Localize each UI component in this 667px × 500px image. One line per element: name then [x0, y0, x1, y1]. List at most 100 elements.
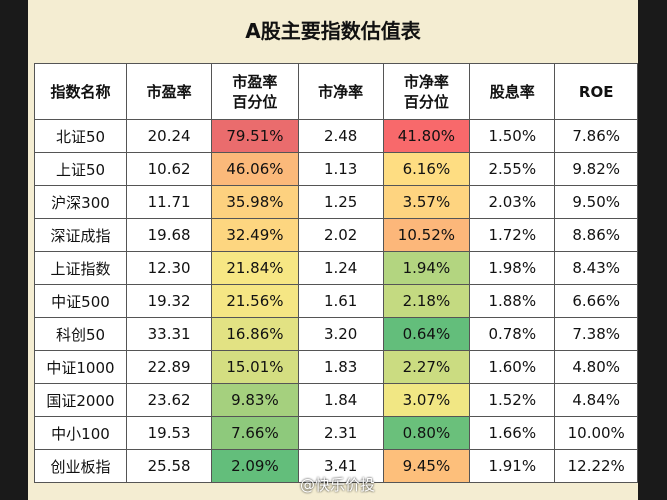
table-cell: 19.68 [125, 218, 213, 252]
table-cell: 9.45% [382, 449, 471, 483]
table-cell: 0.78% [469, 317, 556, 351]
table-cell: 8.43% [554, 251, 638, 285]
table-cell: 7.66% [211, 416, 299, 450]
table-row: 上证50 10.62 46.06% 1.13 6.16% 2.55% 9.82% [34, 152, 638, 186]
table-cell: 46.06% [211, 152, 299, 186]
table-cell: 3.57% [382, 185, 471, 219]
table-cell: 79.51% [211, 119, 299, 153]
card: A股主要指数估值表 指数名称 市盈率 市盈率 百分位 市净率 市净率 百分位 股息率 ROE… [28, 0, 638, 500]
table-row: 上证指数 12.30 21.84% 1.24 1.94% 1.98% 8.43% [34, 251, 638, 285]
table-cell: 1.94% [382, 251, 471, 285]
table-cell: 9.82% [554, 152, 638, 186]
table-cell: 32.49% [211, 218, 299, 252]
table-cell: 3.41 [297, 449, 384, 483]
table-cell: 19.53 [125, 416, 213, 450]
table-cell: 1.98% [469, 251, 556, 285]
header-cell: 股息率 [469, 63, 556, 120]
table-cell: 上证50 [34, 152, 127, 186]
table-cell: 1.61 [297, 284, 384, 318]
table-cell: 6.66% [554, 284, 638, 318]
table-cell: 1.52% [469, 383, 556, 417]
table-cell: 中证1000 [34, 350, 127, 384]
table-cell: 创业板指 [34, 449, 127, 483]
table-cell: 11.71 [125, 185, 213, 219]
table-cell: 1.91% [469, 449, 556, 483]
title: A股主要指数估值表 [245, 19, 421, 43]
table-cell: 16.86% [211, 317, 299, 351]
table-cell: 33.31 [125, 317, 213, 351]
table-cell: 21.56% [211, 284, 299, 318]
table-row: 沪深300 11.71 35.98% 1.25 3.57% 2.03% 9.50% [34, 185, 638, 219]
table-cell: 3.07% [382, 383, 471, 417]
table-row: 中证500 19.32 21.56% 1.61 2.18% 1.88% 6.66% [34, 284, 638, 318]
header-cell: 市盈率 [125, 63, 213, 120]
table-row: 北证50 20.24 79.51% 2.48 41.80% 1.50% 7.86% [34, 119, 638, 153]
table-cell: 中证500 [34, 284, 127, 318]
header-cell: 市盈率 百分位 [211, 63, 299, 120]
watermark: @快乐价投 [300, 476, 376, 494]
table-cell: 上证指数 [34, 251, 127, 285]
table-cell: 1.72% [469, 218, 556, 252]
table-cell: 15.01% [211, 350, 299, 384]
header-cell: 市净率 百分位 [382, 63, 471, 120]
table-cell: 1.25 [297, 185, 384, 219]
table-cell: 1.50% [469, 119, 556, 153]
table-cell: 22.89 [125, 350, 213, 384]
table-row: 国证2000 23.62 9.83% 1.84 3.07% 1.52% 4.84% [34, 383, 638, 417]
table-cell: 25.58 [125, 449, 213, 483]
table-cell: 10.00% [554, 416, 638, 450]
table-cell: 深证成指 [34, 218, 127, 252]
table-cell: 2.02 [297, 218, 384, 252]
valuation-table: 指数名称 市盈率 市盈率 百分位 市净率 市净率 百分位 股息率 ROE 北证50 20.24… [34, 63, 638, 483]
table-cell: 0.64% [382, 317, 471, 351]
table-cell: 1.83 [297, 350, 384, 384]
table-cell: 中小100 [34, 416, 127, 450]
table-cell: 国证2000 [34, 383, 127, 417]
table-cell: 21.84% [211, 251, 299, 285]
table-cell: 2.18% [382, 284, 471, 318]
table-cell: 23.62 [125, 383, 213, 417]
table-row: 中证1000 22.89 15.01% 1.83 2.27% 1.60% 4.80% [34, 350, 638, 384]
table-row: 中小100 19.53 7.66% 2.31 0.80% 1.66% 10.00% [34, 416, 638, 450]
table-cell: 1.13 [297, 152, 384, 186]
table-cell: 1.66% [469, 416, 556, 450]
table-cell: 10.52% [382, 218, 471, 252]
header-cell: 市净率 [297, 63, 384, 120]
table-cell: 2.03% [469, 185, 556, 219]
table-row: 创业板指 25.58 2.09% 3.41 9.45% 1.91% 12.22% [34, 449, 638, 483]
table-cell: 1.88% [469, 284, 556, 318]
header-cell: 指数名称 [34, 63, 127, 120]
header-row: 指数名称 市盈率 市盈率 百分位 市净率 市净率 百分位 股息率 ROE [34, 63, 638, 120]
table-cell: 1.24 [297, 251, 384, 285]
table-cell: 2.09% [211, 449, 299, 483]
table-cell: 12.30 [125, 251, 213, 285]
table-cell: 19.32 [125, 284, 213, 318]
table-cell: 9.50% [554, 185, 638, 219]
table-cell: 1.60% [469, 350, 556, 384]
table-body: 北证50 20.24 79.51% 2.48 41.80% 1.50% 7.86% 上证50 1… [34, 119, 638, 483]
table-cell: 4.84% [554, 383, 638, 417]
table-cell: 2.31 [297, 416, 384, 450]
header-cell: ROE [554, 63, 638, 120]
table-cell: 2.55% [469, 152, 556, 186]
table-cell: 北证50 [34, 119, 127, 153]
table-cell: 1.84 [297, 383, 384, 417]
table-cell: 20.24 [125, 119, 213, 153]
table-cell: 35.98% [211, 185, 299, 219]
table-cell: 科创50 [34, 317, 127, 351]
table-cell: 4.80% [554, 350, 638, 384]
table-row: 深证成指 19.68 32.49% 2.02 10.52% 1.72% 8.86% [34, 218, 638, 252]
table-cell: 6.16% [382, 152, 471, 186]
table-cell: 8.86% [554, 218, 638, 252]
table-cell: 9.83% [211, 383, 299, 417]
table-cell: 2.27% [382, 350, 471, 384]
table-cell: 12.22% [554, 449, 638, 483]
table-cell: 41.80% [382, 119, 471, 153]
table-cell: 2.48 [297, 119, 384, 153]
table-cell: 3.20 [297, 317, 384, 351]
table-cell: 沪深300 [34, 185, 127, 219]
table-cell: 7.86% [554, 119, 638, 153]
table-cell: 10.62 [125, 152, 213, 186]
table-row: 科创50 33.31 16.86% 3.20 0.64% 0.78% 7.38% [34, 317, 638, 351]
